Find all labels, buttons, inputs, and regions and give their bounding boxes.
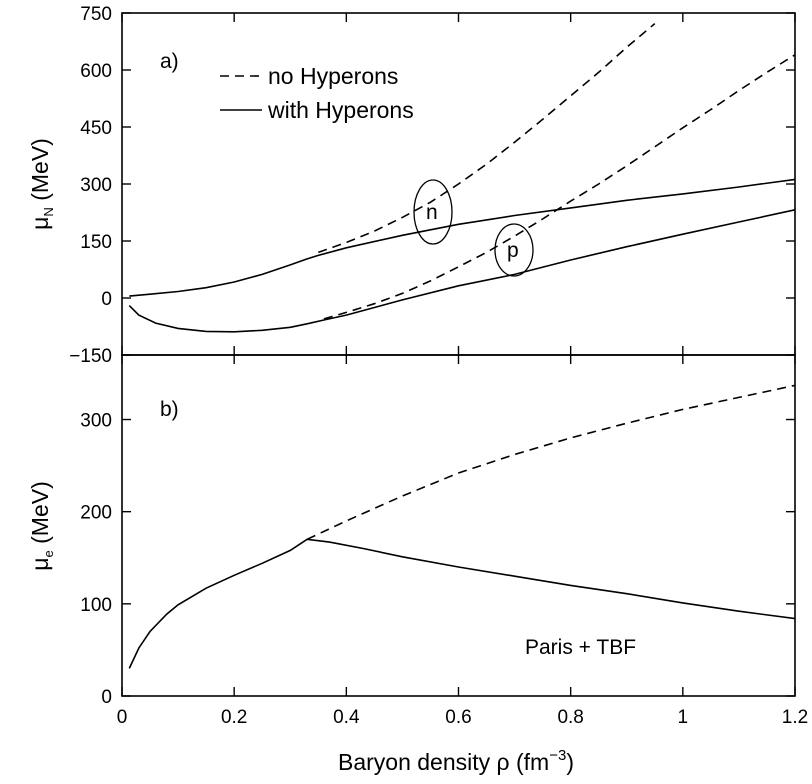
x-tick-label: 0.2: [221, 707, 247, 728]
b-y-tick-label: 100: [80, 595, 112, 616]
legend-label-no-hyperons: no Hyperons: [268, 63, 398, 89]
a-y-tick-label: 300: [80, 175, 112, 196]
panel-b: 0 100 200 300 0 0.2 0.4 0.6 0.8 1 1.2 b) Paris + T…: [27, 354, 808, 775]
annotation-p-label: p: [507, 239, 519, 262]
x-tick-label: 1: [678, 707, 689, 728]
panel-b-frame: [121, 354, 796, 697]
a-y-tick-label: 750: [80, 4, 112, 25]
panel-b-label: b): [160, 398, 179, 421]
a-y-tick-label: 150: [80, 232, 112, 253]
panel-a-label: a): [160, 50, 179, 73]
a-curve-no-hyperons-n: [318, 22, 656, 254]
annotation-n-label: n: [426, 201, 438, 224]
p-ellipse: [494, 223, 534, 277]
b-curve-with-hyperons: [128, 538, 796, 669]
a-y-tick-label: 450: [80, 118, 112, 139]
legend: no Hyperons with Hyperons: [220, 63, 414, 123]
panel-a-ticks: −150 0 150 300 450 600 750: [69, 4, 796, 367]
panel-a-y-axis-title: μN (MeV): [27, 138, 56, 230]
annotation-p: p: [494, 223, 534, 277]
a-y-tick-label: 0: [101, 289, 112, 310]
b-curve-no-hyperons: [306, 384, 796, 541]
panel-b-ticks: 0 100 200 300 0 0.2 0.4 0.6 0.8 1 1.2: [80, 355, 808, 728]
b-y-tick-label: 0: [101, 687, 112, 708]
b-y-tick-label: 200: [80, 503, 112, 524]
paris-tbf-annotation: Paris + TBF: [525, 636, 636, 659]
a-curve-no-hyperons-p: [323, 54, 796, 320]
panel-b-curves: [128, 384, 796, 669]
x-tick-label: 1.2: [782, 707, 808, 728]
x-tick-label: 0.6: [445, 707, 471, 728]
panel-a-curves: [128, 22, 796, 333]
panel-a: −150 0 150 300 450 600 750 a) no Hyperons with…: [27, 4, 796, 367]
legend-label-with-hyperons: with Hyperons: [267, 97, 414, 123]
a-y-tick-label: −150: [69, 346, 112, 367]
n-ellipse: [413, 179, 453, 245]
panel-b-y-axis-title: μe (MeV): [27, 481, 56, 571]
x-axis-title: Baryon density ρ (fm−3): [338, 747, 574, 775]
b-y-tick-label: 300: [80, 411, 112, 432]
x-tick-label: 0.8: [557, 707, 583, 728]
x-tick-label: 0.4: [333, 707, 360, 728]
x-tick-label: 0: [117, 707, 128, 728]
a-y-tick-label: 600: [80, 61, 112, 82]
a-curve-with-hyperons-n: [129, 178, 796, 297]
a-curve-with-hyperons-p: [128, 209, 796, 333]
annotation-n: n: [413, 179, 453, 245]
